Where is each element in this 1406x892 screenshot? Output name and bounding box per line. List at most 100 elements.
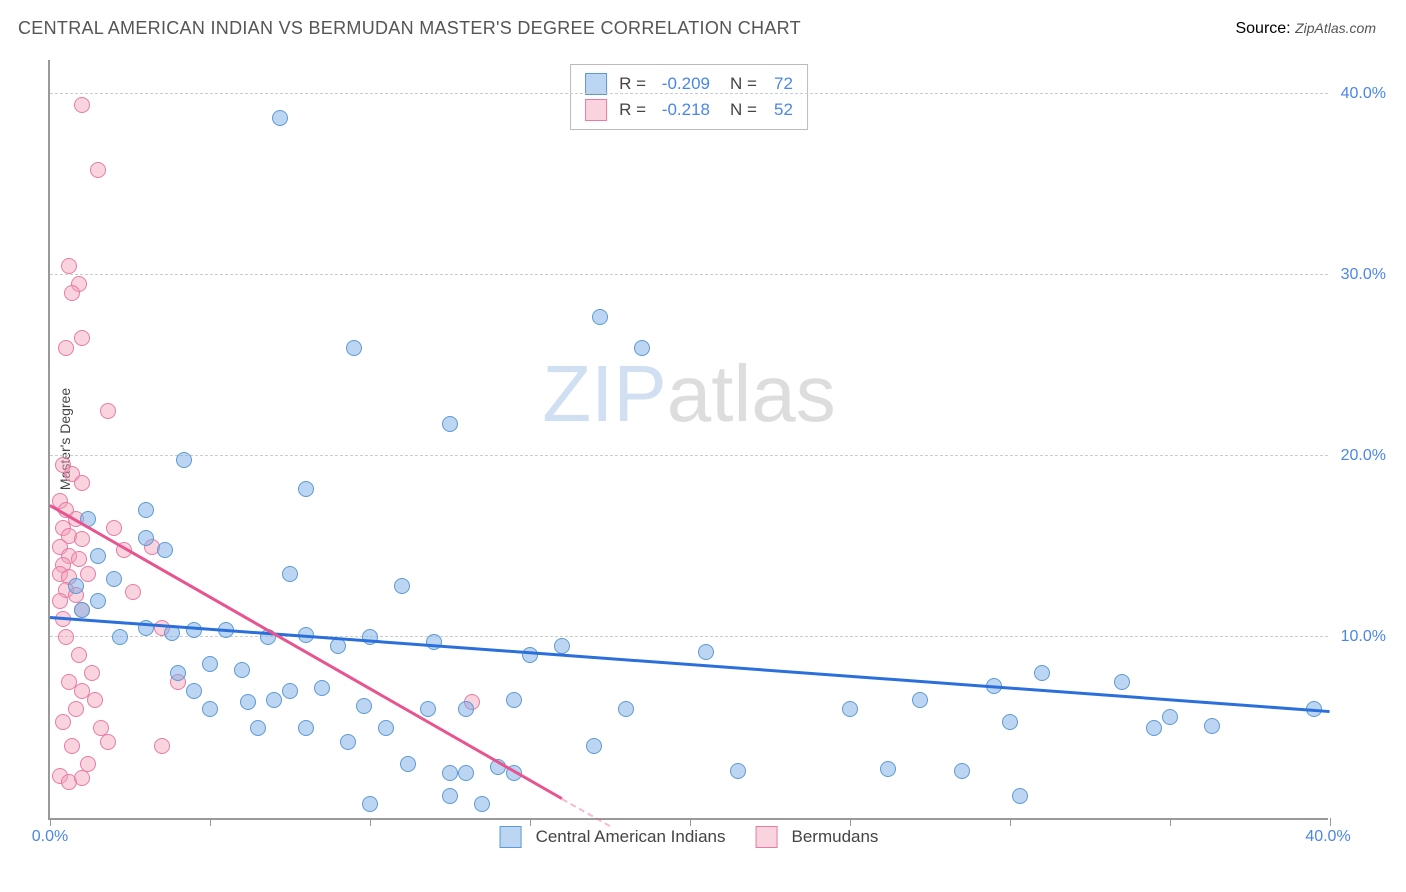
data-point — [176, 452, 192, 468]
data-point — [87, 692, 103, 708]
chart-container: Master's Degree ZIPatlas R =-0.209N =72R… — [48, 60, 1378, 850]
legend-swatch — [585, 99, 607, 121]
source-attribution: Source: ZipAtlas.com — [1235, 20, 1376, 38]
data-point — [458, 765, 474, 781]
data-point — [125, 584, 141, 600]
data-point — [730, 763, 746, 779]
data-point — [394, 578, 410, 594]
data-point — [71, 647, 87, 663]
r-value: -0.218 — [652, 97, 710, 123]
data-point — [1002, 714, 1018, 730]
legend-stat-row: R =-0.218N =52 — [585, 97, 793, 123]
data-point — [74, 531, 90, 547]
gridline — [50, 455, 1328, 456]
legend-swatch — [500, 826, 522, 848]
source-prefix: Source: — [1235, 20, 1295, 37]
plot-area: Master's Degree ZIPatlas R =-0.209N =72R… — [48, 60, 1328, 820]
data-point — [272, 110, 288, 126]
data-point — [698, 644, 714, 660]
data-point — [378, 720, 394, 736]
data-point — [266, 692, 282, 708]
data-point — [880, 761, 896, 777]
data-point — [1162, 709, 1178, 725]
data-point — [362, 629, 378, 645]
data-point — [106, 520, 122, 536]
data-point — [170, 665, 186, 681]
data-point — [282, 566, 298, 582]
data-point — [186, 622, 202, 638]
data-point — [554, 638, 570, 654]
data-point — [522, 647, 538, 663]
gridline — [50, 93, 1328, 94]
data-point — [442, 765, 458, 781]
x-tick — [530, 818, 531, 826]
trendline — [562, 798, 611, 827]
data-point — [458, 701, 474, 717]
data-point — [64, 285, 80, 301]
n-label: N = — [730, 97, 757, 123]
data-point — [112, 629, 128, 645]
data-point — [634, 340, 650, 356]
x-tick — [1330, 818, 1331, 826]
data-point — [426, 634, 442, 650]
watermark: ZIPatlas — [542, 348, 835, 440]
data-point — [186, 683, 202, 699]
data-point — [298, 481, 314, 497]
data-point — [138, 502, 154, 518]
data-point — [58, 629, 74, 645]
x-tick-min: 0.0% — [32, 828, 68, 846]
data-point — [592, 309, 608, 325]
data-point — [52, 593, 68, 609]
data-point — [74, 770, 90, 786]
legend-swatch — [756, 826, 778, 848]
gridline — [50, 274, 1328, 275]
data-point — [55, 714, 71, 730]
chart-title: CENTRAL AMERICAN INDIAN VS BERMUDAN MAST… — [18, 18, 801, 39]
gridline — [50, 636, 1328, 637]
y-tick-label: 10.0% — [1341, 628, 1386, 646]
legend-item: Bermudans — [756, 826, 879, 848]
data-point — [138, 530, 154, 546]
data-point — [586, 738, 602, 754]
data-point — [90, 162, 106, 178]
data-point — [282, 683, 298, 699]
legend-label: Central American Indians — [536, 827, 726, 847]
data-point — [954, 763, 970, 779]
data-point — [74, 475, 90, 491]
data-point — [346, 340, 362, 356]
x-tick — [370, 818, 371, 826]
y-tick-label: 20.0% — [1341, 447, 1386, 465]
data-point — [340, 734, 356, 750]
data-point — [100, 734, 116, 750]
data-point — [250, 720, 266, 736]
r-label: R = — [619, 97, 646, 123]
data-point — [442, 788, 458, 804]
data-point — [1146, 720, 1162, 736]
y-tick-label: 30.0% — [1341, 266, 1386, 284]
watermark-atlas: atlas — [667, 349, 836, 438]
data-point — [202, 656, 218, 672]
data-point — [64, 738, 80, 754]
data-point — [74, 602, 90, 618]
legend-item: Central American Indians — [500, 826, 726, 848]
data-point — [506, 692, 522, 708]
watermark-zip: ZIP — [542, 349, 666, 438]
data-point — [356, 698, 372, 714]
data-point — [84, 665, 100, 681]
data-point — [157, 542, 173, 558]
x-tick — [690, 818, 691, 826]
x-tick — [1010, 818, 1011, 826]
data-point — [74, 97, 90, 113]
trendline — [49, 504, 562, 799]
data-point — [240, 694, 256, 710]
data-point — [1012, 788, 1028, 804]
data-point — [400, 756, 416, 772]
data-point — [362, 796, 378, 812]
data-point — [202, 701, 218, 717]
data-point — [330, 638, 346, 654]
data-point — [61, 674, 77, 690]
data-point — [1114, 674, 1130, 690]
data-point — [442, 416, 458, 432]
data-point — [912, 692, 928, 708]
data-point — [618, 701, 634, 717]
